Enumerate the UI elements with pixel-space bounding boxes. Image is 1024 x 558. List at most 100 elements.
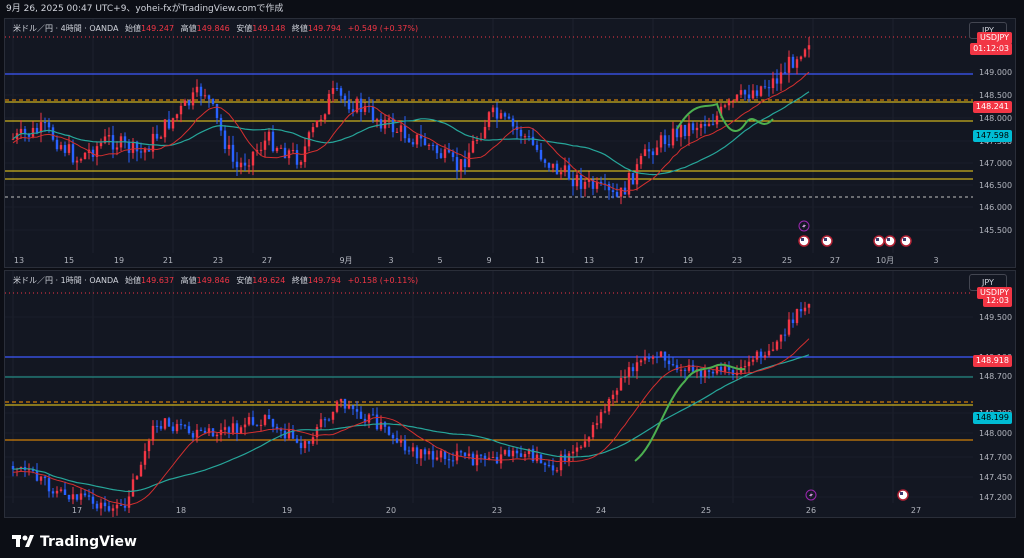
- candle-body: [607, 183, 611, 191]
- candle-body: [579, 446, 583, 448]
- candle-body: [787, 319, 791, 335]
- candle-body: [631, 367, 635, 372]
- candle-body: [91, 496, 95, 504]
- candle-body: [479, 454, 483, 456]
- candle-body: [115, 147, 119, 150]
- candle-body: [447, 459, 451, 461]
- candle-body: [771, 349, 775, 351]
- flag-us-canton: [903, 238, 906, 241]
- candle-body: [11, 466, 15, 470]
- candle-body: [267, 415, 271, 419]
- candle-body: [263, 140, 267, 150]
- candle-body: [327, 419, 331, 421]
- candle-body: [183, 100, 187, 106]
- chart-canvas-4h[interactable]: 149.000148.500148.000147.500147.000146.5…: [5, 19, 1015, 267]
- candle-body: [23, 128, 27, 134]
- candle-body: [375, 119, 379, 121]
- candle-body: [547, 464, 551, 466]
- change-value: +0.549 (+0.37%): [347, 24, 419, 33]
- y-axis-tick-label: 146.000: [979, 203, 1012, 212]
- x-axis-tick-label: 3: [388, 256, 393, 265]
- candle-body: [603, 411, 607, 413]
- open-value: 149.637: [141, 276, 175, 285]
- candle-body: [119, 504, 123, 506]
- candle-body: [419, 449, 423, 459]
- candle-body: [351, 405, 355, 410]
- moving-average-red: [12, 71, 810, 193]
- candle-body: [67, 494, 71, 500]
- candle-body: [83, 152, 87, 160]
- y-axis-tick-label: 147.200: [979, 493, 1012, 502]
- candle-body: [155, 425, 159, 427]
- chart-panel-4h[interactable]: 149.000148.500148.000147.500147.000146.5…: [4, 18, 1016, 268]
- moving-average-teal: [12, 91, 810, 176]
- candle-body: [759, 351, 763, 358]
- candle-body: [83, 493, 87, 496]
- candle-body: [339, 398, 343, 402]
- candle-body: [295, 150, 299, 165]
- candle-body: [715, 115, 719, 125]
- candle-body: [379, 422, 383, 430]
- candle-body: [107, 135, 111, 137]
- x-axis-tick-label: 17: [72, 506, 82, 515]
- x-axis-tick-label: 27: [830, 256, 840, 265]
- candle-body: [515, 450, 519, 454]
- candle-body: [355, 98, 359, 113]
- candle-body: [527, 448, 531, 455]
- countdown-tag: 12:03: [982, 295, 1012, 307]
- candle-body: [51, 491, 55, 494]
- x-axis-tick-label: 23: [213, 256, 223, 265]
- candle-body: [155, 133, 159, 139]
- candle-body: [555, 163, 559, 175]
- candle-body: [711, 371, 715, 374]
- candle-body: [667, 360, 671, 365]
- candle-body: [371, 414, 375, 416]
- candle-body: [703, 370, 707, 377]
- candle-body: [491, 107, 495, 113]
- candle-body: [63, 489, 67, 495]
- countdown-tag: 01:12:03: [970, 43, 1012, 55]
- candle-body: [71, 144, 75, 163]
- candle-body: [59, 489, 63, 491]
- candle-body: [619, 377, 623, 391]
- candle-body: [463, 159, 467, 168]
- x-axis-tick-label: 18: [176, 506, 186, 515]
- candle-body: [27, 469, 31, 471]
- x-axis-tick-label: 25: [701, 506, 711, 515]
- candle-body: [407, 450, 411, 452]
- candle-body: [259, 149, 263, 151]
- candle-body: [707, 123, 711, 127]
- chart-canvas-1h[interactable]: 149.500149.100148.700148.300148.000147.7…: [5, 271, 1015, 517]
- x-axis-tick-label: 27: [262, 256, 272, 265]
- candle-body: [427, 144, 431, 146]
- candle-body: [691, 123, 695, 131]
- candle-body: [755, 351, 759, 360]
- y-axis-tick-label: 148.500: [979, 91, 1012, 100]
- candle-body: [727, 366, 731, 371]
- open-label: 始値: [125, 276, 141, 285]
- candle-body: [359, 411, 363, 419]
- x-axis-tick-label: 15: [64, 256, 74, 265]
- candle-body: [123, 505, 127, 508]
- candle-body: [803, 49, 807, 57]
- low-value: 149.624: [252, 276, 286, 285]
- candle-body: [519, 129, 523, 137]
- candle-body: [235, 423, 239, 434]
- chart-panel-1h[interactable]: 149.500149.100148.700148.300148.000147.7…: [4, 270, 1016, 518]
- candle-body: [619, 187, 623, 197]
- candle-body: [755, 90, 759, 96]
- candle-body: [295, 438, 299, 443]
- candle-body: [139, 464, 143, 477]
- candle-body: [47, 478, 51, 492]
- candle-body: [439, 153, 443, 158]
- candle-body: [139, 151, 143, 153]
- candle-body: [227, 144, 231, 149]
- candle-body: [731, 370, 735, 375]
- candle-body: [179, 105, 183, 115]
- y-axis-tick-label: 147.000: [979, 159, 1012, 168]
- candle-body: [103, 136, 107, 143]
- candle-body: [247, 165, 251, 167]
- candle-body: [227, 427, 231, 433]
- tradingview-brand[interactable]: TradingView: [12, 534, 137, 550]
- candle-body: [583, 441, 587, 447]
